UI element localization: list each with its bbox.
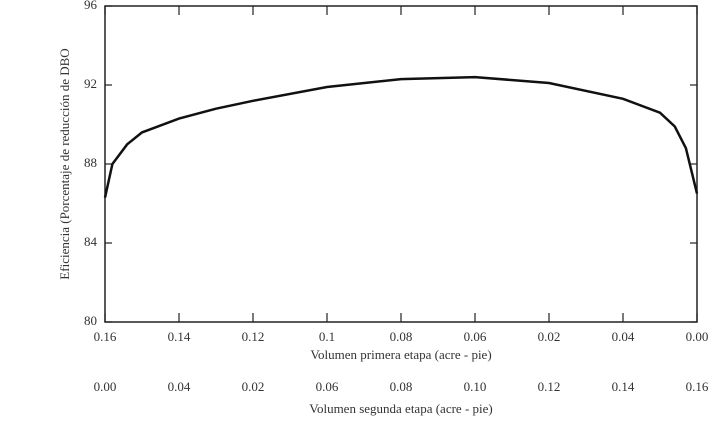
x2-tick-label: 0.06 (316, 379, 339, 394)
y-tick-label: 96 (84, 0, 98, 12)
x2-axis-title: Volumen segunda etapa (acre - pie) (309, 401, 493, 416)
x2-tick-label: 0.04 (168, 379, 191, 394)
chart: Volumen primera etapa (acre - pie) Volum… (0, 0, 727, 423)
y-axis-title: Eficiencia (Porcentaje de reducción de D… (57, 48, 72, 279)
x-tick-label: 0.14 (168, 329, 191, 344)
x2-tick-label: 0.10 (464, 379, 487, 394)
x-tick-label: 0.1 (319, 329, 335, 344)
x-tick-label: 0.04 (612, 329, 635, 344)
line-series (105, 77, 697, 198)
y-tick-label: 84 (84, 234, 98, 249)
page: Volumen primera etapa (acre - pie) Volum… (0, 0, 727, 423)
x2-tick-label: 0.00 (94, 379, 117, 394)
y-tick-label: 80 (84, 313, 97, 328)
x2-tick-label: 0.14 (612, 379, 635, 394)
x-axis-title: Volumen primera etapa (acre - pie) (310, 347, 491, 362)
x-tick-label: 0.16 (94, 329, 117, 344)
x-tick-label: 0.12 (242, 329, 265, 344)
y-tick-label: 92 (84, 76, 97, 91)
x-tick-label: 0.02 (538, 329, 561, 344)
plot-frame (105, 6, 697, 322)
x-tick-label: 0.08 (390, 329, 413, 344)
x2-tick-label: 0.02 (242, 379, 265, 394)
x2-tick-label: 0.16 (686, 379, 709, 394)
x-tick-label: 0.00 (686, 329, 709, 344)
y-tick-label: 88 (84, 155, 97, 170)
x-tick-label: 0.06 (464, 329, 487, 344)
x2-tick-label: 0.12 (538, 379, 561, 394)
x2-tick-label: 0.08 (390, 379, 413, 394)
